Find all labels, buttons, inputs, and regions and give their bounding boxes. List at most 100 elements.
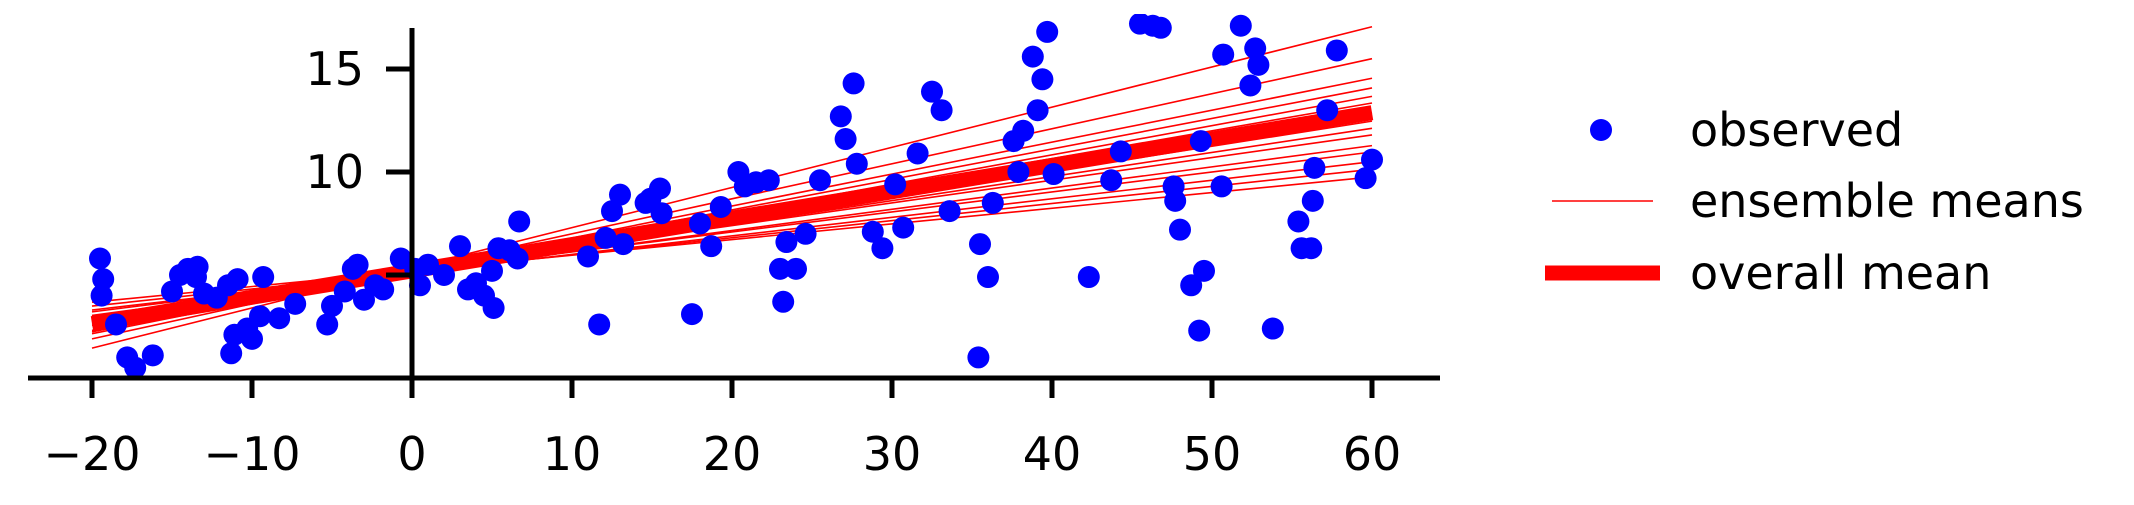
observed-point — [481, 259, 503, 282]
observed-point — [372, 278, 395, 301]
observed-point — [1021, 45, 1044, 68]
observed-point — [1210, 175, 1233, 198]
observed-point — [861, 220, 884, 243]
observed-point — [1354, 167, 1377, 190]
observed-point — [92, 268, 115, 291]
observed-point — [124, 356, 147, 378]
plot-area — [89, 14, 1383, 378]
x-tick-label: 20 — [703, 427, 762, 481]
observed-point — [90, 284, 113, 307]
observed-point — [871, 237, 894, 260]
observed-point — [794, 222, 817, 245]
y-tick-label: 10 — [305, 145, 364, 199]
observed-point — [921, 80, 943, 103]
overall-mean-line-group — [90, 105, 1374, 332]
observed-point — [977, 266, 999, 289]
observed-point — [769, 257, 791, 280]
observed-point — [1149, 16, 1172, 39]
observed-point — [226, 268, 249, 291]
observed-point — [1287, 210, 1310, 233]
observed-point — [689, 212, 711, 235]
observed-point — [775, 231, 798, 254]
observed-point — [508, 210, 531, 233]
legend-observed-label: observed — [1690, 103, 1903, 157]
observed-point — [1164, 189, 1187, 212]
observed-point — [649, 177, 671, 200]
observed-point — [1012, 119, 1035, 142]
observed-point — [772, 290, 795, 313]
observed-point — [1109, 140, 1132, 163]
observed-point — [577, 245, 599, 268]
observed-point — [938, 200, 961, 223]
x-tick-label: 50 — [1183, 427, 1242, 481]
observed-point — [220, 342, 243, 365]
observed-point — [186, 255, 209, 278]
observed-point — [1169, 218, 1191, 241]
observed-point — [594, 226, 617, 249]
observed-point — [417, 253, 439, 276]
x-tick-label: 30 — [863, 427, 922, 481]
observed-point — [757, 169, 780, 192]
legend-observed-marker — [1590, 119, 1612, 141]
y-ticks: 10 15 — [305, 42, 412, 278]
observed-point — [433, 264, 455, 286]
observed-point — [1300, 237, 1323, 260]
observed-point — [252, 266, 275, 289]
observed-point — [1303, 156, 1326, 179]
observed-point — [612, 233, 635, 256]
observed-point — [892, 216, 915, 239]
x-tick-label: −10 — [203, 427, 300, 481]
observed-point — [1325, 39, 1348, 62]
observed-point — [1036, 20, 1059, 43]
observed-point — [1189, 130, 1212, 153]
observed-point — [834, 128, 857, 151]
observed-point — [1026, 99, 1049, 122]
observed-point — [249, 305, 271, 328]
observed-point — [967, 346, 990, 369]
observed-point — [1193, 259, 1215, 282]
legend: observed ensemble means overall mean — [1545, 103, 2084, 300]
observed-point — [1301, 189, 1324, 212]
observed-points — [89, 14, 1383, 378]
observed-point — [1361, 148, 1383, 171]
observed-point — [1316, 99, 1339, 122]
observed-point — [1229, 14, 1252, 37]
observed-point — [89, 247, 111, 270]
observed-point — [588, 313, 611, 336]
observed-point — [1007, 161, 1030, 183]
legend-ensemble-label: ensemble means — [1690, 174, 2084, 228]
observed-point — [829, 105, 852, 128]
observed-point — [1031, 68, 1054, 91]
observed-point — [650, 202, 673, 225]
observed-point — [842, 72, 865, 95]
axes: −20 −10 0 10 20 30 40 50 60 10 15 — [28, 28, 1440, 481]
observed-point — [930, 99, 953, 122]
x-tick-label: 60 — [1343, 427, 1402, 481]
observed-point — [1077, 266, 1100, 289]
y-tick-label: 15 — [305, 42, 364, 96]
x-tick-label: 10 — [543, 427, 602, 481]
x-tick-label: 40 — [1023, 427, 1082, 481]
observed-point — [1239, 74, 1262, 97]
observed-point — [981, 191, 1004, 214]
observed-point — [321, 294, 343, 317]
x-ticks: −20 −10 0 10 20 30 40 50 60 — [43, 378, 1401, 481]
observed-point — [105, 313, 127, 336]
legend-overall-label: overall mean — [1690, 246, 1991, 300]
observed-point — [884, 173, 907, 196]
observed-point — [1188, 319, 1211, 342]
observed-point — [709, 196, 732, 219]
observed-point — [700, 235, 723, 258]
observed-point — [785, 257, 807, 280]
observed-point — [268, 307, 291, 330]
observed-point — [609, 183, 631, 206]
observed-point — [1247, 53, 1270, 76]
observed-point — [1212, 43, 1235, 66]
observed-point — [316, 313, 339, 336]
observed-point — [809, 169, 831, 192]
observed-point — [449, 235, 471, 258]
x-tick-label: 0 — [397, 427, 426, 481]
observed-point — [284, 292, 307, 315]
observed-point — [845, 152, 868, 175]
observed-point — [161, 280, 183, 303]
